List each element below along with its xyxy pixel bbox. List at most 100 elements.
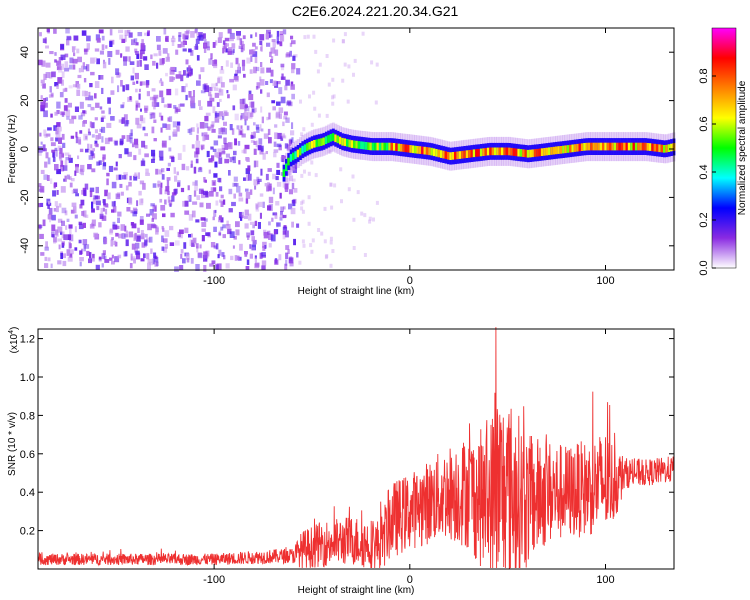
noise-cell (244, 104, 248, 108)
noise-cell (152, 153, 156, 160)
noise-cell (270, 59, 273, 63)
noise-cell (76, 83, 81, 89)
noise-cell (192, 238, 197, 243)
noise-cell (104, 259, 110, 263)
noise-cell (241, 40, 244, 47)
noise-cell (73, 52, 76, 57)
noise-cell (217, 135, 222, 139)
noise-cell (56, 60, 62, 66)
noise-cell (208, 169, 211, 174)
noise-cell (245, 191, 251, 199)
noise-cell (126, 135, 131, 142)
noise-cell (211, 155, 215, 161)
noise-cell (84, 244, 90, 249)
snr-scale-close: ) (9, 327, 20, 330)
noise-cell (218, 87, 222, 93)
noise-cell (289, 256, 293, 262)
noise-cell (93, 232, 98, 238)
noise-cell (215, 200, 219, 206)
ridge-core (517, 148, 521, 157)
noise-cell (90, 257, 95, 262)
noise-cell (188, 234, 191, 238)
noise-cell (149, 209, 154, 216)
noise-cell (238, 192, 243, 197)
noise-cell (341, 39, 345, 44)
spectrogram-y-label: Frequency (Hz) (7, 115, 18, 184)
ridge-core (320, 138, 324, 146)
noise-cell (112, 224, 118, 230)
noise-cell (240, 216, 243, 221)
noise-cell (90, 222, 94, 228)
noise-cell (111, 181, 117, 189)
noise-cell (213, 87, 218, 92)
noise-cell (286, 52, 290, 57)
noise-cell (198, 34, 204, 41)
noise-cell (46, 175, 50, 181)
noise-cell (144, 239, 148, 246)
noise-cell (56, 190, 59, 195)
noise-cell (188, 72, 192, 77)
noise-cell (136, 102, 141, 108)
noise-cell (165, 56, 170, 62)
noise-cell (211, 180, 217, 186)
noise-cell (255, 86, 259, 90)
ridge-core (454, 151, 457, 160)
noise-cell (341, 78, 345, 83)
noise-cell (131, 141, 135, 148)
noise-cell (270, 234, 276, 242)
ridge-core (564, 145, 568, 154)
noise-cell (132, 211, 137, 217)
noise-cell (147, 262, 151, 270)
noise-cell (185, 83, 188, 88)
ridge-core (503, 147, 507, 156)
ridge-core (458, 151, 462, 159)
ridge-core (393, 143, 396, 151)
noise-cell (170, 212, 175, 218)
noise-cell (216, 102, 220, 107)
noise-cell (47, 201, 51, 205)
noise-cell (251, 244, 256, 251)
noise-cell (162, 48, 168, 54)
noise-cell (249, 221, 255, 225)
noise-cell (280, 211, 283, 216)
noise-cell (260, 62, 263, 67)
noise-cell (59, 165, 65, 172)
noise-cell (219, 199, 222, 203)
noise-cell (58, 137, 62, 144)
noise-cell (260, 46, 263, 51)
noise-cell (202, 84, 207, 90)
noise-cell (260, 89, 263, 94)
noise-cell (217, 76, 223, 84)
noise-cell (286, 144, 290, 151)
noise-cell (89, 83, 93, 88)
noise-cell (250, 230, 255, 236)
ridge-core (292, 152, 295, 161)
noise-cell (182, 48, 187, 52)
noise-cell (235, 69, 238, 76)
noise-cell (115, 225, 120, 230)
noise-cell (238, 197, 244, 202)
ridge-core (644, 142, 648, 151)
noise-cell (294, 163, 297, 169)
noise-cell (192, 201, 198, 205)
noise-cell (121, 117, 125, 124)
noise-cell (266, 184, 269, 192)
noise-cell (167, 117, 171, 122)
noise-cell (193, 166, 197, 174)
noise-cell (180, 41, 185, 48)
ridge-core (428, 147, 432, 156)
noise-cell (42, 144, 46, 151)
noise-cell (205, 112, 211, 116)
noise-cell (333, 183, 337, 188)
ridge-core (670, 143, 674, 152)
ridge-core (423, 146, 427, 155)
noise-cell (195, 158, 199, 164)
noise-cell (296, 252, 299, 258)
noise-cell (142, 182, 146, 190)
noise-cell (185, 166, 190, 171)
noise-cell (241, 215, 244, 219)
noise-cell (161, 226, 164, 230)
noise-cell (194, 180, 198, 186)
noise-cell (136, 80, 139, 84)
noise-cell (56, 101, 61, 109)
